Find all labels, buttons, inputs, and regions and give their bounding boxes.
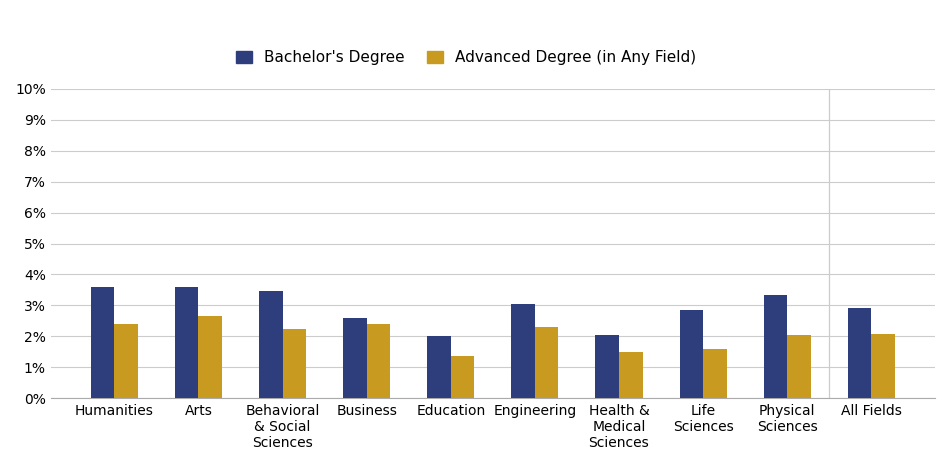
Legend: Bachelor's Degree, Advanced Degree (in Any Field): Bachelor's Degree, Advanced Degree (in A… [237, 50, 696, 65]
Bar [91, 287, 114, 398]
Bar [703, 349, 727, 398]
Bar [175, 287, 199, 398]
Bar [596, 335, 619, 398]
Bar [511, 304, 535, 398]
Bar [282, 328, 306, 398]
Bar [367, 324, 390, 398]
Bar [114, 324, 138, 398]
Bar [259, 292, 282, 398]
Bar [679, 310, 703, 398]
Bar [450, 356, 474, 398]
Bar [428, 336, 450, 398]
Bar [788, 335, 810, 398]
Bar [847, 308, 871, 398]
Bar [535, 327, 559, 398]
Bar [764, 294, 788, 398]
Bar [343, 318, 367, 398]
Bar [619, 352, 642, 398]
Bar [871, 334, 895, 398]
Bar [199, 316, 222, 398]
